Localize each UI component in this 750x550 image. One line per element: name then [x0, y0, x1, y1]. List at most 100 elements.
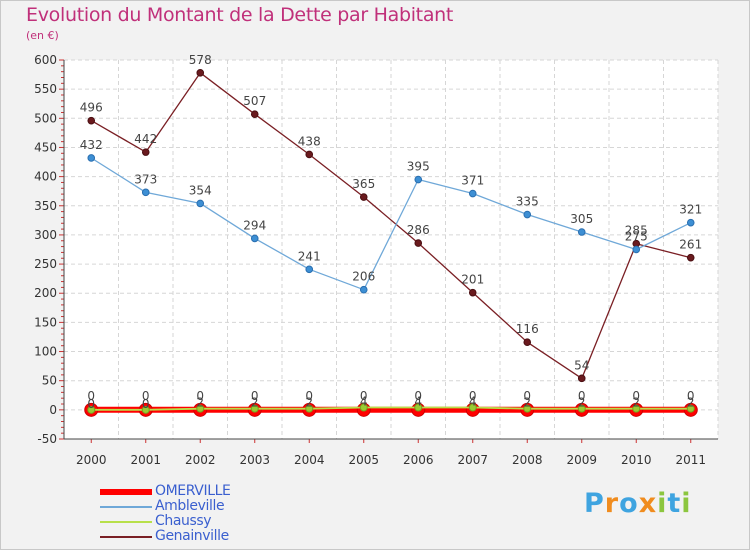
data-label-omerville: 0	[687, 389, 695, 403]
point-genainville	[196, 69, 205, 77]
data-label-ambleville: 321	[679, 203, 702, 217]
point-chaussy	[250, 404, 259, 413]
y-tick-label: 100	[34, 345, 57, 359]
data-label-ambleville: 305	[570, 212, 593, 226]
x-tick-label: 2003	[239, 453, 270, 467]
data-label-genainville: 578	[189, 53, 212, 67]
point-chaussy	[632, 404, 641, 413]
data-label-ambleville: 395	[407, 160, 430, 174]
point-genainville	[250, 110, 259, 119]
point-chaussy	[305, 404, 314, 413]
data-label-ambleville: 294	[243, 218, 266, 232]
logo-letter: o	[619, 488, 639, 519]
point-ambleville	[577, 228, 586, 236]
logo-letter: P	[584, 488, 605, 519]
point-ambleville	[468, 189, 477, 198]
data-label-chaussy: 4	[469, 395, 477, 409]
data-label-omerville: 0	[305, 389, 313, 403]
data-label-omerville: 0	[523, 389, 531, 403]
point-ambleville	[305, 265, 314, 274]
logo-letter: i	[681, 488, 692, 519]
data-label-omerville: 0	[360, 389, 368, 403]
data-label-genainville: 507	[243, 94, 266, 108]
point-genainville	[141, 148, 150, 156]
legend-swatch	[100, 520, 152, 523]
data-label-omerville: 0	[414, 389, 422, 403]
legend-swatch	[100, 535, 152, 538]
data-label-genainville: 365	[352, 177, 375, 191]
legend-label: Genainville	[155, 528, 229, 544]
chart-legend: OMERVILLE Ambleville Chaussy Genainville	[100, 483, 231, 544]
data-label-omerville: 0	[578, 389, 586, 403]
point-genainville	[359, 193, 368, 201]
data-label-genainville: 201	[461, 273, 484, 287]
data-label-chaussy: 2	[687, 396, 695, 410]
y-tick-label: 50	[42, 374, 57, 388]
legend-swatch	[100, 488, 152, 495]
point-chaussy	[87, 405, 96, 414]
proxiti-logo: Proxiti	[584, 488, 692, 519]
point-ambleville	[632, 245, 641, 254]
x-tick-label: 2011	[675, 453, 706, 467]
series-line-chaussy	[91, 406, 691, 411]
legend-swatch	[100, 505, 152, 508]
y-tick-label: 200	[34, 286, 57, 300]
data-label-chaussy: 0	[142, 397, 150, 411]
point-ambleville	[414, 175, 423, 184]
chart-title: Evolution du Montant de la Dette par Hab…	[26, 4, 454, 26]
data-label-omerville: 0	[142, 389, 150, 403]
point-ambleville	[250, 234, 259, 243]
data-label-ambleville: 371	[461, 174, 484, 188]
y-tick-label: 450	[34, 140, 57, 154]
data-label-ambleville: 275	[625, 230, 648, 244]
legend-item-ambleville: Ambleville	[100, 499, 230, 514]
point-chaussy	[468, 403, 477, 412]
data-label-ambleville: 206	[352, 270, 375, 284]
y-tick-label: 400	[34, 170, 57, 184]
data-label-genainville: 442	[134, 132, 157, 146]
point-ambleville	[359, 285, 368, 294]
point-chaussy	[196, 404, 205, 413]
point-genainville	[468, 288, 477, 297]
point-chaussy	[359, 403, 368, 412]
x-tick-label: 2008	[512, 453, 543, 467]
data-label-genainville: 261	[679, 238, 702, 252]
data-label-chaussy: 2	[305, 396, 313, 410]
x-tick-label: 2000	[76, 453, 107, 467]
y-tick-label: -50	[37, 432, 57, 446]
point-genainville	[523, 338, 532, 347]
y-tick-label: 300	[34, 228, 57, 242]
point-ambleville	[523, 210, 532, 219]
x-tick-label: 2006	[403, 453, 434, 467]
data-label-genainville: 116	[516, 322, 539, 336]
point-chaussy	[686, 404, 695, 413]
y-tick-label: 550	[34, 82, 57, 96]
point-chaussy	[577, 404, 586, 413]
data-label-chaussy: 0	[87, 397, 95, 411]
point-ambleville	[141, 188, 150, 197]
y-tick-label: 250	[34, 257, 57, 271]
data-label-ambleville: 432	[80, 138, 103, 152]
data-label-chaussy: 4	[414, 395, 422, 409]
point-genainville	[414, 239, 423, 247]
legend-label: OMERVILLE	[155, 483, 231, 499]
logo-letter: t	[667, 488, 682, 519]
series-line-genainville	[90, 72, 691, 380]
point-chaussy	[523, 404, 532, 413]
point-genainville	[686, 253, 695, 262]
data-label-ambleville: 373	[134, 172, 157, 186]
data-label-omerville: 0	[251, 389, 259, 403]
data-label-genainville: 438	[298, 134, 321, 148]
data-label-chaussy: 2	[632, 396, 640, 410]
logo-letter: r	[604, 488, 620, 519]
chart-subtitle: (en €)	[26, 29, 59, 42]
logo-letter: i	[657, 488, 668, 519]
legend-item-chaussy: Chaussy	[100, 514, 230, 529]
point-ambleville	[87, 154, 96, 162]
data-label-ambleville: 354	[189, 183, 212, 197]
data-label-chaussy: 2	[251, 396, 259, 410]
data-label-ambleville: 335	[516, 195, 539, 209]
x-tick-label: 2005	[348, 453, 379, 467]
x-tick-label: 2007	[457, 453, 488, 467]
